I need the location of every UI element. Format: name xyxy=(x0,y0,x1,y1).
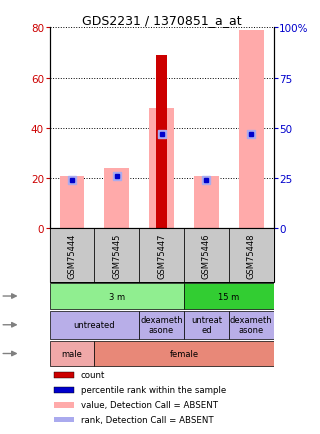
Bar xyxy=(239,31,264,229)
Text: male: male xyxy=(61,349,83,358)
Text: GSM75448: GSM75448 xyxy=(247,233,256,279)
Text: GSM75444: GSM75444 xyxy=(68,233,76,279)
Text: count: count xyxy=(81,371,105,380)
Title: GDS2231 / 1370851_a_at: GDS2231 / 1370851_a_at xyxy=(82,14,241,27)
Bar xyxy=(94,341,274,366)
Text: untreated: untreated xyxy=(74,321,115,329)
Bar xyxy=(54,372,74,378)
Bar xyxy=(50,283,184,309)
Text: female: female xyxy=(169,349,199,358)
Bar xyxy=(229,229,274,283)
Text: GSM75446: GSM75446 xyxy=(202,233,211,279)
Bar xyxy=(229,311,274,339)
Text: 15 m: 15 m xyxy=(218,292,239,301)
Bar xyxy=(94,229,139,283)
Bar xyxy=(139,311,184,339)
Text: dexameth
asone: dexameth asone xyxy=(140,316,183,334)
Text: untreat
ed: untreat ed xyxy=(191,316,222,334)
Bar xyxy=(184,311,229,339)
Bar xyxy=(54,387,74,393)
Text: GSM75445: GSM75445 xyxy=(112,233,121,279)
Text: value, Detection Call = ABSENT: value, Detection Call = ABSENT xyxy=(81,400,218,409)
Bar xyxy=(194,176,219,229)
Bar xyxy=(149,108,174,229)
Bar xyxy=(184,283,274,309)
Bar xyxy=(50,311,139,339)
Bar xyxy=(139,229,184,283)
Text: GSM75447: GSM75447 xyxy=(157,233,166,279)
Bar xyxy=(104,169,129,229)
Text: dexameth
asone: dexameth asone xyxy=(230,316,273,334)
Bar xyxy=(50,229,94,283)
Bar xyxy=(60,176,84,229)
Bar xyxy=(54,402,74,408)
Bar xyxy=(156,56,167,229)
Bar xyxy=(50,341,94,366)
Text: rank, Detection Call = ABSENT: rank, Detection Call = ABSENT xyxy=(81,415,213,424)
Text: 3 m: 3 m xyxy=(109,292,125,301)
Bar xyxy=(54,417,74,422)
Text: percentile rank within the sample: percentile rank within the sample xyxy=(81,385,226,395)
Bar xyxy=(184,229,229,283)
